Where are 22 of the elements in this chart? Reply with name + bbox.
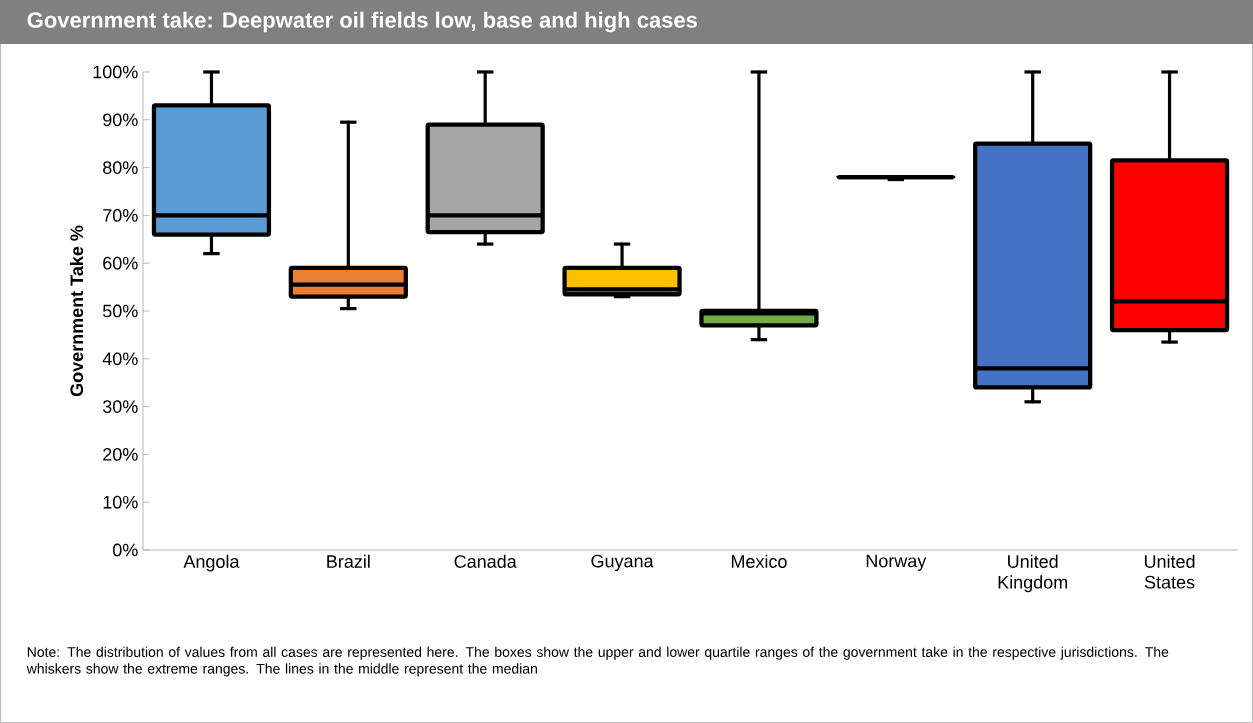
y-tick-label: 100% <box>93 65 138 79</box>
x-tick-label: Brazil <box>327 554 370 568</box>
x-tick-label: Norway <box>866 554 927 571</box>
y-tick-label: 50% <box>102 304 138 318</box>
y-tick-label: 0% <box>112 543 138 557</box>
y-tick-label: 30% <box>102 400 138 413</box>
chart-title: Government take: Deepwater oil fields low, base and high cases <box>27 11 697 33</box>
x-tick-label: United States <box>1144 554 1195 589</box>
y-tick-label: 10% <box>103 495 138 509</box>
x-tick-label: Guyana <box>591 554 654 572</box>
x-tick-label: United Kingdom <box>998 554 1067 593</box>
x-tick-label: Mexico <box>731 554 787 568</box>
y-tick-label: 90% <box>103 113 138 127</box>
y-tick-label: 20% <box>103 448 138 461</box>
y-tick-label: 40% <box>102 352 138 366</box>
x-tick-label: Angola <box>183 554 240 572</box>
text: Note: The distribution of values from all cases are represented here. The boxes show the upper and lower quartile ranges of the government take in the respective jurisdictions. The whiskers show the extreme ranges. The lines in the middle represent the median <box>26 646 1169 677</box>
y-tick-label: 70% <box>103 209 138 222</box>
x-tick-label: Canada <box>454 554 517 568</box>
y-tick-label: 80% <box>103 161 138 174</box>
y-axis-title: Government Take % <box>69 225 84 397</box>
y-tick-label: 60% <box>103 256 138 270</box>
